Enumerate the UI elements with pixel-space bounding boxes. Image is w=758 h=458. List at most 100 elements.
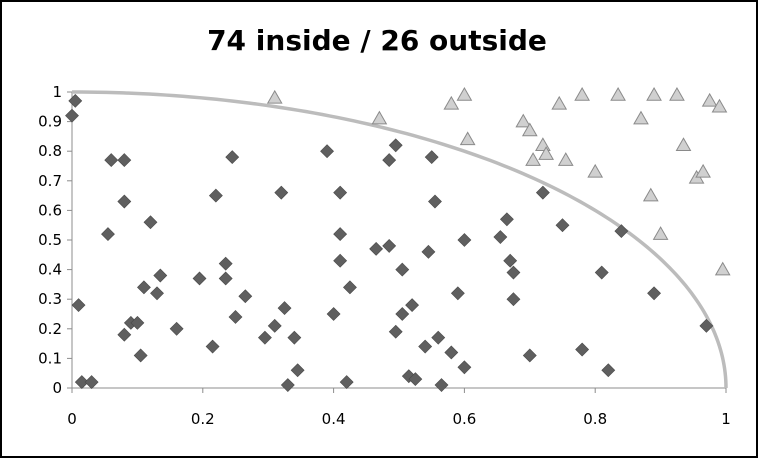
outside-point-marker [695,163,711,178]
inside-point-marker [388,324,403,339]
inside-point-marker [258,330,272,345]
inside-point-marker [382,238,397,253]
x-tick-label: 0.6 [452,410,476,428]
inside-point-marker [225,150,240,165]
inside-point-marker [434,378,449,392]
inside-point-marker [333,185,348,200]
y-tick-label: 0.4 [38,261,62,279]
y-tick-label: 0.7 [38,172,62,190]
y-tick-label: 1 [52,83,62,101]
inside-point-marker [382,153,397,168]
inside-point-marker [228,310,243,324]
inside-point-marker [71,298,86,313]
outside-point-marker [535,137,551,152]
inside-point-marker [428,194,442,209]
inside-point-marker [320,144,334,159]
outside-point-marker [633,110,649,125]
inside-point-marker [333,253,348,268]
x-tick-label: 0 [67,410,77,428]
inside-point-marker [647,286,661,301]
inside-point-marker [169,321,184,336]
inside-point-marker [395,262,410,277]
inside-point-marker [421,244,436,259]
inside-point-marker [130,315,145,330]
inside-point-marker [208,188,223,203]
inside-point-marker [506,292,521,307]
outside-point-marker [266,89,283,104]
inside-point-marker [450,286,465,301]
inside-point-marker [522,348,537,363]
inside-point-marker [280,378,295,392]
inside-point-marker [277,301,292,316]
outside-point-marker [669,86,685,101]
inside-point-marker [506,265,521,280]
inside-point-marker [594,265,609,280]
inside-point-marker [444,345,459,360]
y-tick-label: 0.8 [38,142,62,160]
inside-point-marker [499,212,514,227]
y-tick-label: 0.6 [38,201,62,219]
inside-point-marker [65,108,79,123]
inside-point-marker [117,153,132,168]
outside-point-marker [587,163,604,178]
inside-point-marker [395,307,410,321]
x-tick-label: 0.4 [322,410,346,428]
inside-point-marker [614,224,629,239]
inside-point-marker [137,280,151,295]
inside-point-marker [133,348,148,363]
inside-point-marker [218,256,233,271]
outside-point-marker [551,95,568,110]
inside-point-marker [699,318,714,333]
x-tick-label: 0.2 [191,410,215,428]
inside-point-marker [339,375,354,390]
inside-point-marker [150,286,164,301]
outside-point-marker [459,131,476,146]
outside-point-marker [714,261,731,276]
inside-point-marker [74,375,89,390]
inside-point-marker [101,227,115,242]
inside-point-marker [601,363,616,378]
inside-point-marker [333,227,348,242]
inside-point-marker [192,271,207,286]
unit-circle-curve [71,90,728,389]
inside-point-marker [457,233,472,247]
inside-point-marker [117,194,132,209]
y-tick-label: 0.2 [38,320,62,338]
y-tick-label: 0.9 [38,113,62,131]
y-tick-label: 0.5 [38,231,62,249]
inside-point-marker [205,339,220,354]
inside-point-marker [84,375,99,390]
inside-point-marker [424,150,439,165]
outside-point-marker [574,86,590,101]
outside-point-marker [652,226,669,240]
inside-point-marker [326,307,341,321]
outside-point-marker [557,152,574,166]
outside-point-marker [371,110,388,125]
inside-point-marker [503,253,518,268]
inside-point-marker [68,93,83,108]
inside-point-marker [143,215,158,230]
outside-point-marker [642,187,659,202]
outside-point-marker [711,98,728,113]
inside-point-marker [267,318,282,333]
outside-point-marker [521,122,538,137]
outside-point-marker [525,152,541,166]
outside-point-marker [701,92,718,107]
inside-point-marker [535,185,550,200]
outside-point-marker [443,95,460,110]
inside-point-marker [238,289,253,304]
y-tick-label: 0 [52,379,62,397]
inside-point-marker [287,330,302,345]
inside-point-marker [274,185,289,200]
inside-point-marker [418,339,433,354]
x-tick-label: 1 [721,410,731,428]
inside-point-marker [104,153,119,168]
y-tick-label: 0.1 [38,349,62,367]
inside-point-marker [388,138,403,153]
inside-point-marker [117,327,132,342]
outside-point-marker [610,86,626,101]
outside-point-marker [456,86,473,101]
x-tick-label: 0.8 [583,410,607,428]
